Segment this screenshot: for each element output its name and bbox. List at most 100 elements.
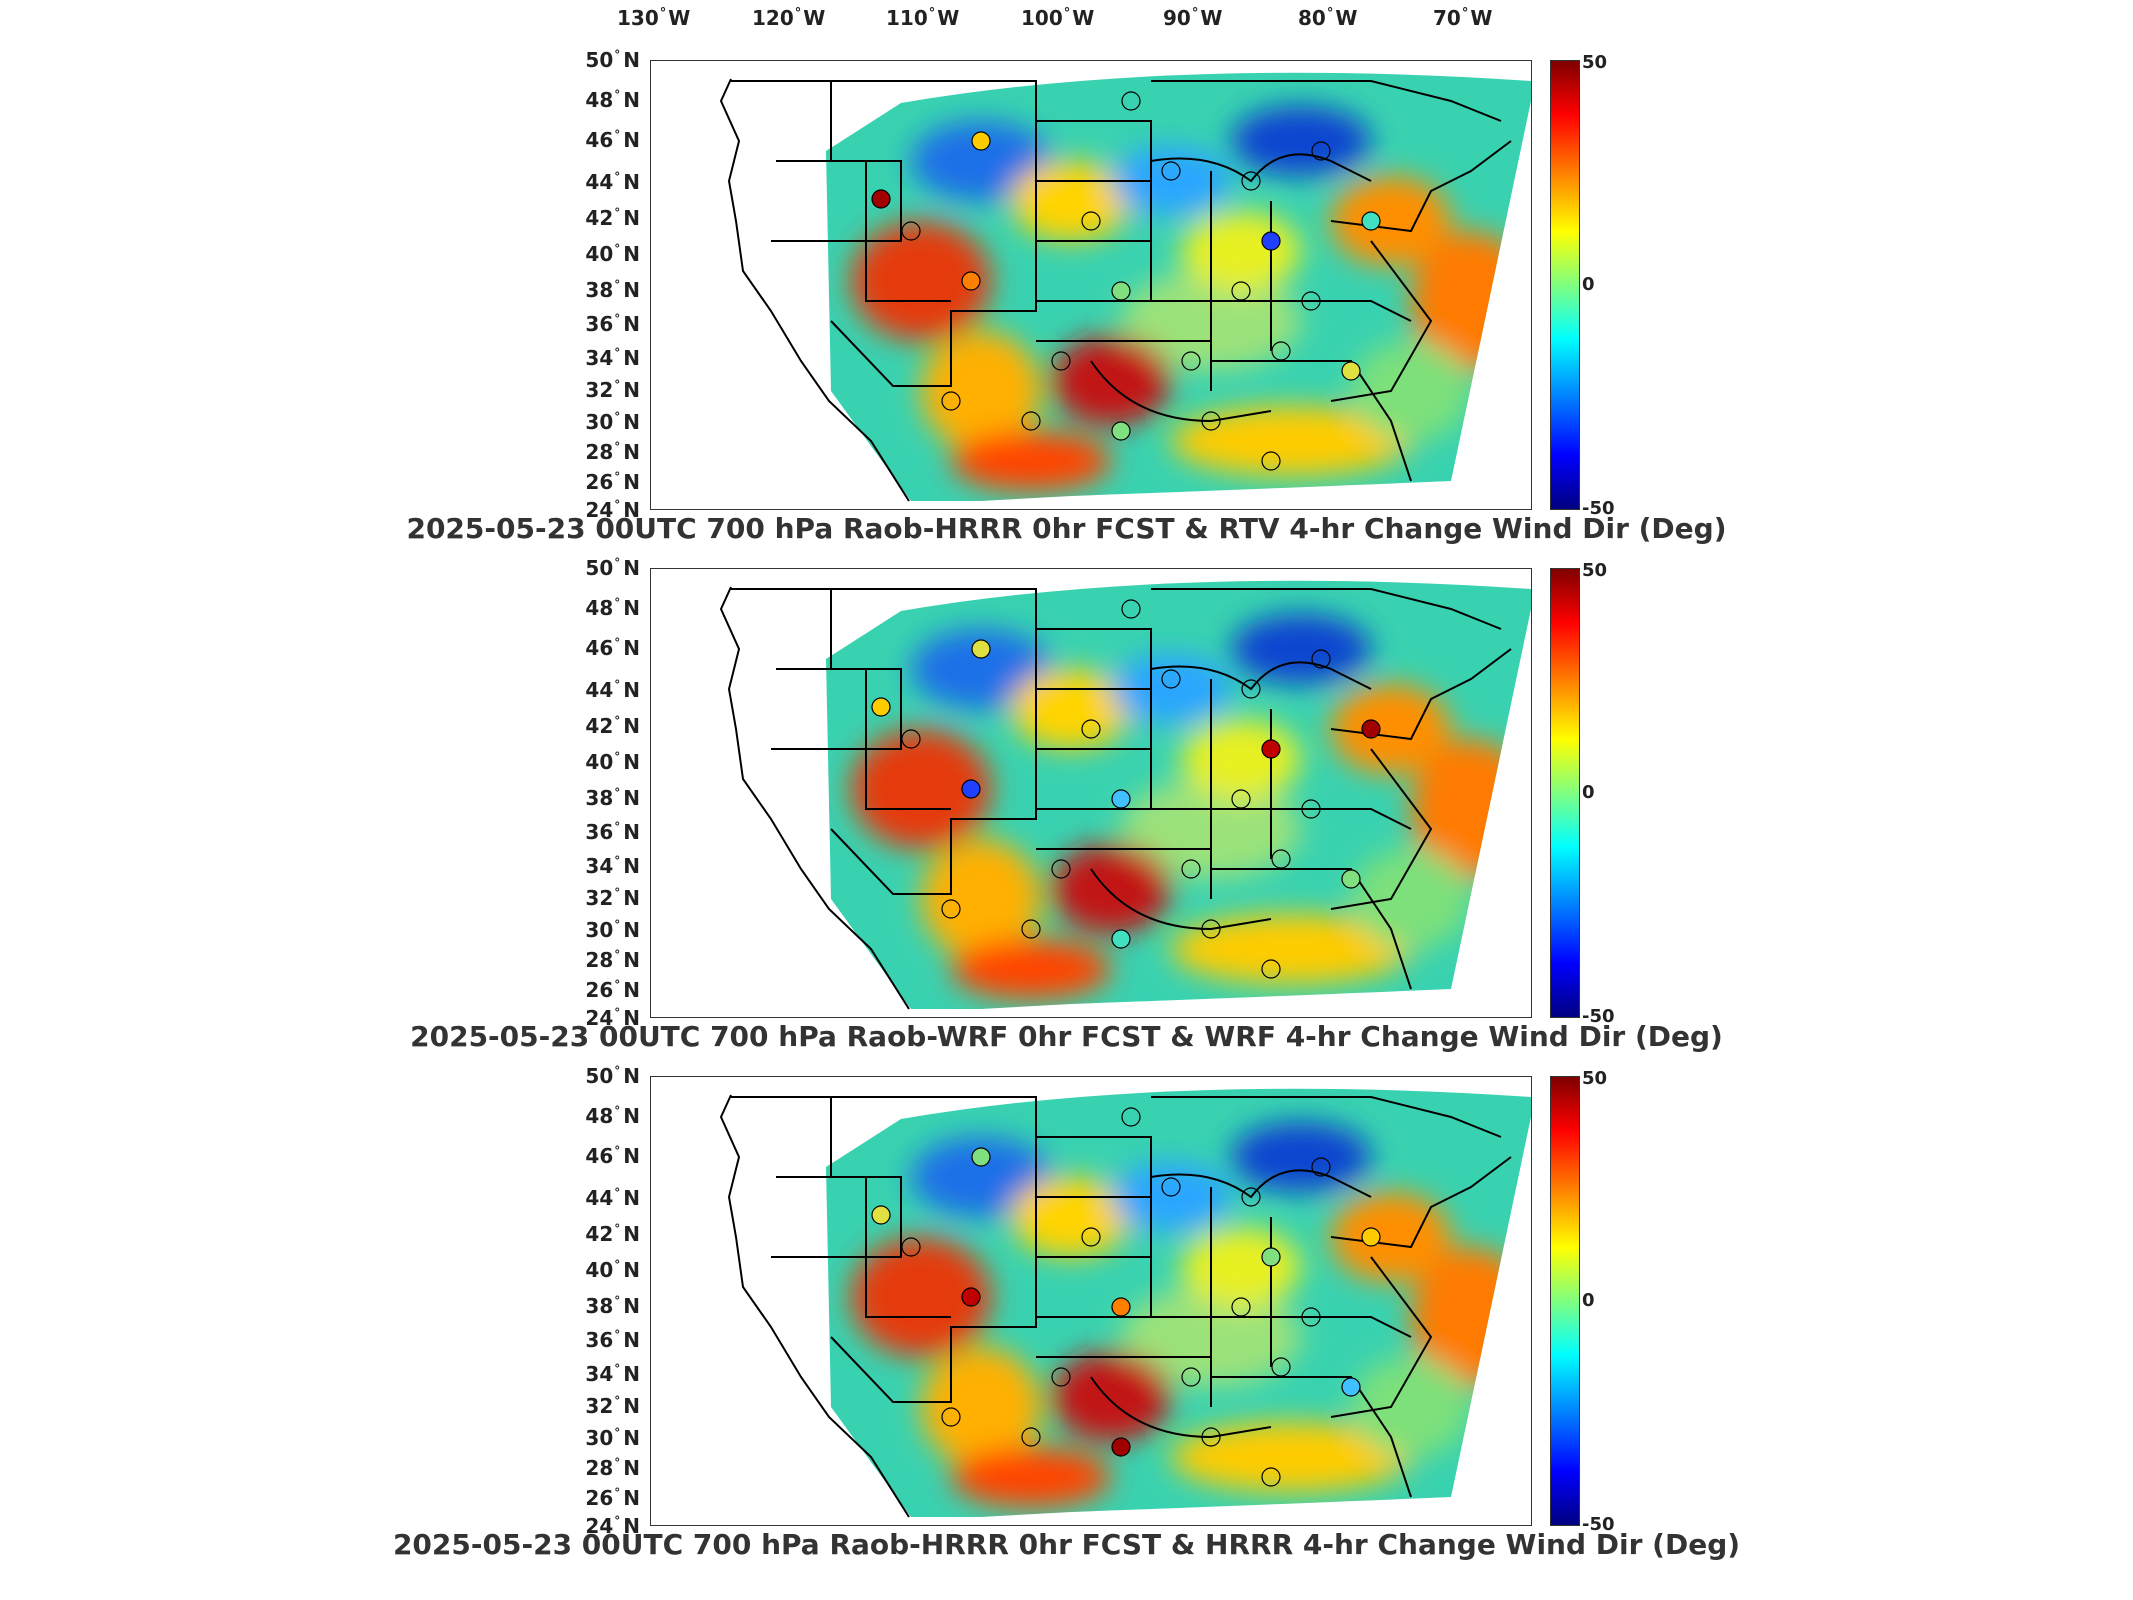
raob-station-marker — [1361, 211, 1381, 231]
lon-label-110w: 110° W — [886, 6, 960, 30]
raob-station-marker — [1231, 1297, 1251, 1317]
raob-station-marker — [1111, 1437, 1131, 1457]
lat-label: 30° N — [585, 410, 640, 434]
lat-label: 36° N — [585, 1328, 640, 1352]
map-panel-1: 50° N 48° N 46° N 44° N 42° N 40° N 38° N 36° N 34° N 32° N… — [0, 48, 2133, 570]
raob-station-marker — [1361, 719, 1381, 739]
raob-station-marker — [1111, 421, 1131, 441]
lat-label: 38° N — [585, 1294, 640, 1318]
raob-station-marker — [1121, 1107, 1141, 1127]
raob-station-marker — [971, 1147, 991, 1167]
lat-label: 36° N — [585, 312, 640, 336]
lat-label: 28° N — [585, 1456, 640, 1480]
colorbar-min-label: -50 — [1582, 1006, 1615, 1027]
map-svg — [651, 569, 1531, 1017]
colorbar-mid-label: 0 — [1582, 274, 1595, 295]
raob-station-marker — [1241, 171, 1261, 191]
raob-station-marker — [1261, 451, 1281, 471]
raob-station-marker — [1261, 959, 1281, 979]
lat-label: 28° N — [585, 440, 640, 464]
raob-station-marker — [1121, 91, 1141, 111]
lat-label: 40° N — [585, 242, 640, 266]
lat-label: 26° N — [585, 470, 640, 494]
lat-label: 44° N — [585, 678, 640, 702]
raob-station-marker — [1341, 361, 1361, 381]
raob-station-marker — [1161, 161, 1181, 181]
map-svg — [651, 61, 1531, 509]
panel-title: 2025-05-23 00UTC 700 hPa Raob-WRF 0hr FC… — [410, 1020, 1723, 1053]
raob-station-marker — [1271, 341, 1291, 361]
lat-label: 32° N — [585, 378, 640, 402]
colorbar-max-label: 50 — [1582, 1068, 1608, 1089]
raob-station-marker — [1081, 211, 1101, 231]
lat-label: 34° N — [585, 1362, 640, 1386]
lon-label-130w: 130° W — [617, 6, 691, 30]
lat-label: 48° N — [585, 1104, 640, 1128]
raob-station-marker — [1181, 1367, 1201, 1387]
raob-station-marker — [1261, 1467, 1281, 1487]
lat-label: 42° N — [585, 1222, 640, 1246]
lat-label: 32° N — [585, 886, 640, 910]
map-panel-2: 50° N 48° N 46° N 44° N 42° N 40° N 38° N 36° N 34° N 32° N… — [0, 556, 2133, 1078]
map-svg — [651, 1077, 1531, 1525]
colorbar-max-label: 50 — [1582, 52, 1608, 73]
lon-label-120w: 120° W — [752, 6, 826, 30]
lon-label-90w: 90° W — [1163, 6, 1223, 30]
raob-station-marker — [871, 1205, 891, 1225]
lat-label: 40° N — [585, 750, 640, 774]
lat-label: 38° N — [585, 786, 640, 810]
raob-station-marker — [1231, 281, 1251, 301]
raob-station-marker — [1161, 1177, 1181, 1197]
raob-station-marker — [1051, 859, 1071, 879]
raob-station-marker — [1311, 1157, 1331, 1177]
raob-station-marker — [1111, 789, 1131, 809]
lat-label: 50° N — [585, 556, 640, 580]
lat-label: 30° N — [585, 1426, 640, 1450]
map-panel-3: 50° N 48° N 46° N 44° N 42° N 40° N 38° N 36° N 34° N 32° N… — [0, 1064, 2133, 1586]
raob-station-marker — [941, 1407, 961, 1427]
lat-label: 44° N — [585, 170, 640, 194]
lat-label: 26° N — [585, 1486, 640, 1510]
lat-label: 26° N — [585, 978, 640, 1002]
lat-label: 34° N — [585, 346, 640, 370]
raob-station-marker — [1271, 1357, 1291, 1377]
lon-label-100w: 100° W — [1021, 6, 1095, 30]
map-frame — [650, 60, 1532, 510]
raob-station-marker — [1021, 411, 1041, 431]
raob-station-marker — [1201, 1427, 1221, 1447]
lat-label: 48° N — [585, 88, 640, 112]
colorbar — [1550, 1076, 1580, 1526]
lat-label: 46° N — [585, 128, 640, 152]
lat-label: 32° N — [585, 1394, 640, 1418]
lat-label: 50° N — [585, 1064, 640, 1088]
raob-station-marker — [1341, 1377, 1361, 1397]
raob-station-marker — [971, 639, 991, 659]
raob-station-marker — [961, 271, 981, 291]
raob-station-marker — [971, 131, 991, 151]
colorbar — [1550, 568, 1580, 1018]
lat-label: 24° N — [585, 1006, 640, 1030]
raob-station-marker — [1051, 1367, 1071, 1387]
panel-title: 2025-05-23 00UTC 700 hPa Raob-HRRR 0hr F… — [392, 1528, 1741, 1561]
lat-label: 42° N — [585, 714, 640, 738]
raob-station-marker — [1311, 649, 1331, 669]
lat-label: 36° N — [585, 820, 640, 844]
raob-station-marker — [901, 221, 921, 241]
raob-station-marker — [1201, 919, 1221, 939]
colorbar-min-label: -50 — [1582, 1514, 1615, 1535]
raob-station-marker — [1111, 281, 1131, 301]
raob-station-marker — [871, 189, 891, 209]
lat-label: 40° N — [585, 1258, 640, 1282]
lat-label: 38° N — [585, 278, 640, 302]
lat-label: 42° N — [585, 206, 640, 230]
raob-station-marker — [961, 1287, 981, 1307]
raob-station-marker — [1021, 919, 1041, 939]
colorbar-mid-label: 0 — [1582, 1290, 1595, 1311]
raob-station-marker — [1081, 1227, 1101, 1247]
raob-station-marker — [871, 697, 891, 717]
raob-station-marker — [1201, 411, 1221, 431]
raob-station-marker — [1241, 679, 1261, 699]
raob-station-marker — [1301, 799, 1321, 819]
raob-station-marker — [1021, 1427, 1041, 1447]
raob-station-marker — [1261, 1247, 1281, 1267]
